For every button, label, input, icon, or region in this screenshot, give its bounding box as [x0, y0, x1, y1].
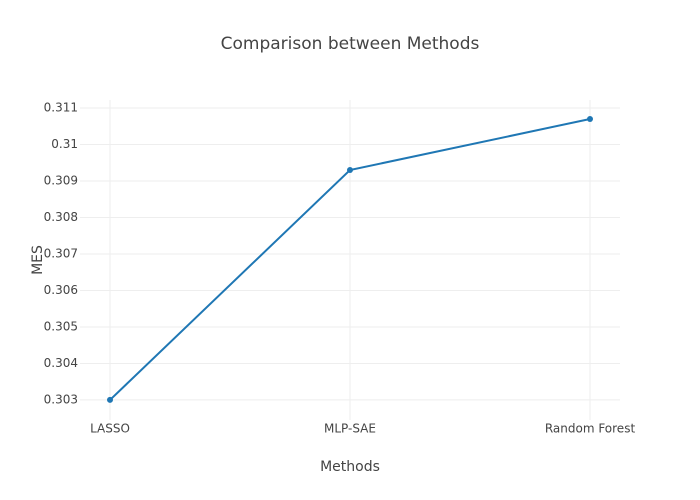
point [107, 396, 113, 403]
x-tick-label: LASSO [90, 422, 130, 436]
x-axis-title: Methods [320, 459, 380, 475]
y-tick-label: 0.31 [51, 137, 78, 151]
y-tick-label: 0.311 [44, 101, 78, 115]
y-axis-title: MES [30, 245, 46, 275]
y-tick-label: 0.308 [44, 210, 78, 224]
point [587, 115, 593, 122]
y-tick-label: 0.304 [44, 356, 78, 370]
y-tick-label: 0.305 [44, 319, 78, 333]
y-tick-label: 0.306 [44, 283, 78, 297]
y-tick-label: 0.303 [44, 392, 78, 406]
y-tick-label: 0.309 [44, 174, 78, 188]
x-tick-label: MLP-SAE [324, 422, 376, 436]
chart-title: Comparison between Methods [221, 34, 480, 54]
point [347, 167, 353, 174]
x-tick-label: Random Forest [545, 422, 636, 436]
y-tick-label: 0.307 [44, 246, 78, 260]
